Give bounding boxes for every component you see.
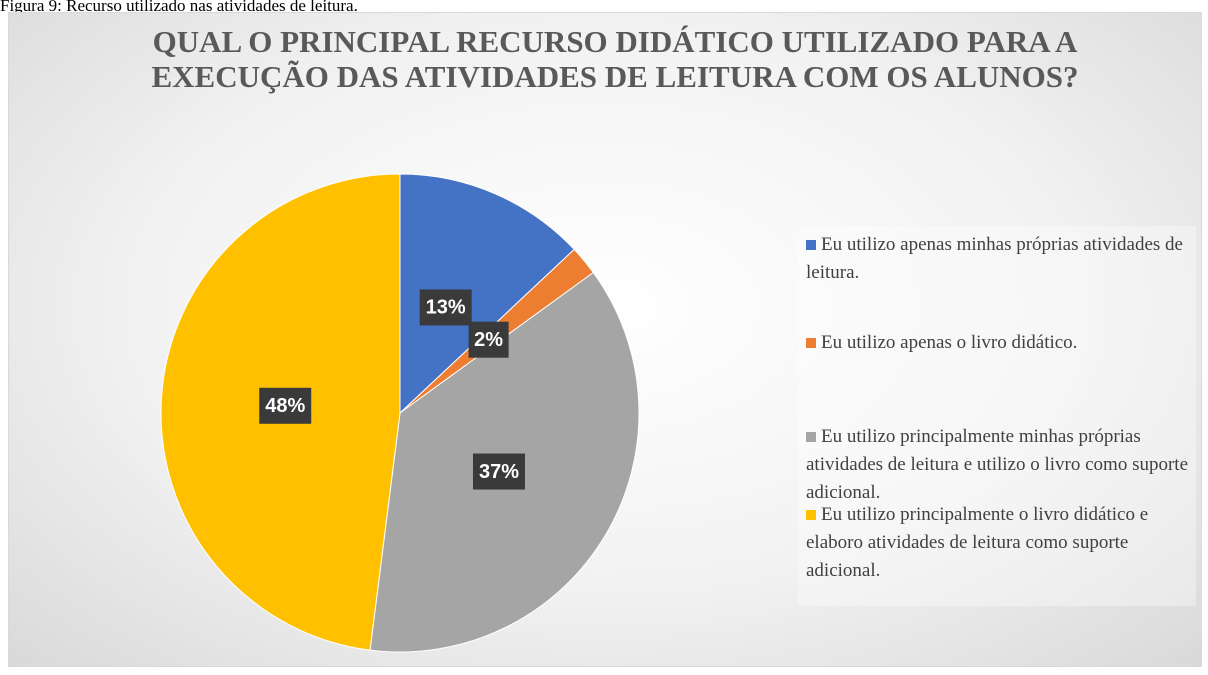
legend-entry: Eu utilizo apenas o livro didático. — [806, 329, 1196, 357]
legend-entry: Eu utilizo principalmente minhas própria… — [806, 423, 1196, 507]
legend-swatch — [806, 240, 816, 250]
legend-swatch — [806, 510, 816, 520]
data-label: 13% — [426, 297, 466, 319]
data-label: 2% — [474, 329, 503, 351]
legend-label: Eu utilizo apenas minhas próprias ativid… — [806, 234, 1183, 283]
legend-swatch — [806, 338, 816, 348]
legend-label: Eu utilizo principalmente minhas própria… — [806, 426, 1189, 503]
legend-background — [798, 226, 1196, 606]
data-label-box — [259, 387, 312, 424]
legend-swatch — [806, 432, 816, 442]
data-label: 48% — [265, 395, 305, 417]
caption: Figura 9: Recurso utilizado nas atividad… — [0, 0, 358, 15]
data-label-box — [419, 289, 472, 326]
legend-entry: Eu utilizo apenas minhas próprias ativid… — [806, 231, 1196, 287]
chart-title: QUAL O PRINCIPAL RECURSO DIDÁTICO UTILIZ… — [151, 24, 1079, 94]
pie-slice — [399, 173, 575, 415]
legend-label: Eu utilizo apenas o livro didático. — [821, 332, 1078, 353]
legend-entry: Eu utilizo principalmente o livro didáti… — [806, 501, 1196, 585]
data-label-box — [468, 321, 509, 358]
legend-label: Eu utilizo principalmente o livro didáti… — [806, 504, 1149, 581]
data-label: 37% — [479, 461, 519, 483]
data-label-box — [472, 453, 525, 490]
